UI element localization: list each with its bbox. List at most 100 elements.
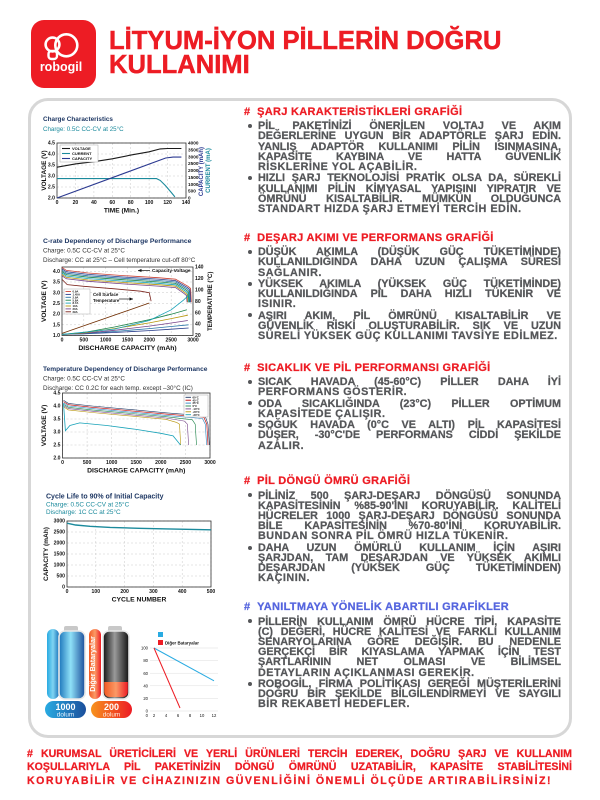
svg-text:8.7A: 8.7A bbox=[73, 301, 79, 305]
svg-text:200: 200 bbox=[120, 589, 129, 595]
svg-text:0: 0 bbox=[188, 196, 191, 201]
svg-text:3500: 3500 bbox=[188, 148, 199, 153]
svg-text:3000: 3000 bbox=[187, 338, 198, 344]
svg-text:TEMPERATURE (°C): TEMPERATURE (°C) bbox=[207, 272, 214, 331]
svg-text:4.0: 4.0 bbox=[53, 269, 60, 275]
svg-text:120: 120 bbox=[163, 200, 172, 206]
svg-text:2500: 2500 bbox=[166, 338, 177, 344]
svg-text:10A: 10A bbox=[73, 304, 78, 308]
svg-text:-20°C: -20°C bbox=[193, 410, 200, 414]
svg-text:CURRENT: CURRENT bbox=[72, 151, 92, 156]
svg-text:4.5: 4.5 bbox=[48, 141, 55, 147]
svg-text:3.5: 3.5 bbox=[48, 163, 55, 169]
svg-text:2.0: 2.0 bbox=[53, 312, 60, 318]
svg-text:400: 400 bbox=[178, 589, 187, 595]
svg-text:3000: 3000 bbox=[204, 460, 215, 466]
svg-text:2000: 2000 bbox=[188, 168, 199, 173]
svg-text:Diğer Bataryalar: Diğer Bataryalar bbox=[88, 636, 97, 692]
svg-text:140: 140 bbox=[195, 265, 204, 271]
svg-text:500: 500 bbox=[80, 338, 89, 344]
svg-text:2500: 2500 bbox=[180, 460, 191, 466]
svg-text:0°C: 0°C bbox=[193, 404, 198, 408]
svg-text:500: 500 bbox=[83, 460, 92, 466]
svg-text:40: 40 bbox=[91, 200, 97, 206]
svg-text:0: 0 bbox=[146, 713, 149, 718]
svg-text:80: 80 bbox=[195, 299, 201, 305]
svg-text:0: 0 bbox=[62, 585, 65, 591]
svg-text:3.0: 3.0 bbox=[53, 290, 60, 296]
svg-text:1500: 1500 bbox=[122, 338, 133, 344]
svg-text:45°C: 45°C bbox=[193, 398, 199, 402]
svg-text:120: 120 bbox=[195, 276, 204, 282]
svg-text:3.0: 3.0 bbox=[48, 174, 55, 180]
svg-text:100: 100 bbox=[145, 200, 154, 206]
svg-text:0: 0 bbox=[146, 709, 149, 714]
svg-text:4.0: 4.0 bbox=[48, 152, 55, 158]
svg-text:1500: 1500 bbox=[54, 552, 65, 558]
svg-text:Charge: 0.5C CC-CV at 25°C: Charge: 0.5C CC-CV at 25°C bbox=[43, 247, 125, 255]
svg-text:500: 500 bbox=[57, 574, 66, 580]
svg-text:1000: 1000 bbox=[106, 460, 117, 466]
svg-text:500: 500 bbox=[207, 589, 216, 595]
svg-text:1000: 1000 bbox=[54, 563, 65, 569]
svg-text:2: 2 bbox=[153, 713, 156, 718]
svg-text:2500: 2500 bbox=[54, 530, 65, 536]
svg-text:2.0: 2.0 bbox=[53, 456, 60, 462]
svg-text:300: 300 bbox=[149, 589, 158, 595]
svg-text:5.8A: 5.8A bbox=[73, 298, 79, 302]
svg-text:2.5: 2.5 bbox=[48, 185, 55, 191]
svg-text:3.5: 3.5 bbox=[53, 417, 60, 423]
svg-text:140: 140 bbox=[182, 200, 191, 206]
svg-text:Charge: 0.5C CC-CV at 25°C: Charge: 0.5C CC-CV at 25°C bbox=[43, 126, 124, 133]
svg-text:8: 8 bbox=[189, 713, 192, 718]
svg-text:2.5: 2.5 bbox=[53, 443, 60, 449]
svg-text:4000: 4000 bbox=[188, 141, 199, 146]
svg-text:Diğer Bataryalar: Diğer Bataryalar bbox=[165, 641, 199, 646]
svg-text:1000: 1000 bbox=[188, 182, 199, 187]
svg-text:10: 10 bbox=[200, 713, 205, 718]
svg-text:0: 0 bbox=[61, 338, 64, 344]
svg-text:6: 6 bbox=[177, 713, 180, 718]
svg-text:1000: 1000 bbox=[100, 338, 111, 344]
svg-text:4: 4 bbox=[165, 713, 168, 718]
svg-text:40: 40 bbox=[143, 683, 148, 688]
svg-text:1000: 1000 bbox=[55, 702, 75, 712]
svg-text:2.5: 2.5 bbox=[53, 301, 60, 307]
svg-text:-30°C: -30°C bbox=[193, 413, 200, 417]
svg-text:3000: 3000 bbox=[54, 519, 65, 525]
svg-text:100: 100 bbox=[92, 589, 101, 595]
svg-text:Temperature: Temperature bbox=[93, 298, 120, 303]
svg-text:Charge Characteristics: Charge Characteristics bbox=[43, 116, 113, 123]
svg-text:robogil: robogil bbox=[40, 60, 82, 74]
svg-text:80: 80 bbox=[143, 658, 148, 663]
svg-text:DISCHARGE CAPACITY (mAh): DISCHARGE CAPACITY (mAh) bbox=[78, 345, 176, 352]
svg-text:CAPACITY: CAPACITY bbox=[72, 156, 92, 161]
svg-text:200: 200 bbox=[104, 702, 119, 712]
svg-text:dolum: dolum bbox=[103, 712, 120, 719]
svg-text:2.9A: 2.9A bbox=[73, 295, 79, 299]
svg-text:CURRENT (mA): CURRENT (mA) bbox=[206, 148, 212, 193]
svg-text:4.0: 4.0 bbox=[53, 404, 60, 410]
svg-text:20: 20 bbox=[195, 333, 201, 339]
svg-text:20: 20 bbox=[73, 200, 79, 206]
svg-text:3000: 3000 bbox=[188, 154, 199, 159]
svg-text:3.0: 3.0 bbox=[53, 430, 60, 436]
svg-text:0: 0 bbox=[66, 589, 69, 595]
svg-text:3.5: 3.5 bbox=[53, 280, 60, 286]
svg-text:0.9A: 0.9A bbox=[73, 290, 79, 294]
svg-text:80: 80 bbox=[128, 200, 134, 206]
svg-text:CAPACITY (mAh): CAPACITY (mAh) bbox=[43, 527, 50, 581]
svg-text:60°C: 60°C bbox=[193, 395, 199, 399]
svg-text:DISCHARGE CAPACITY (mAh): DISCHARGE CAPACITY (mAh) bbox=[87, 468, 185, 475]
svg-text:0: 0 bbox=[56, 200, 59, 206]
svg-text:CAPACITY (mAh): CAPACITY (mAh) bbox=[199, 147, 205, 196]
svg-text:Charge: 0.5C CC-CV at 25°C: Charge: 0.5C CC-CV at 25°C bbox=[43, 375, 125, 383]
svg-text:2500: 2500 bbox=[188, 161, 199, 166]
svg-text:2000: 2000 bbox=[54, 541, 65, 547]
svg-text:Cycle Life to 90% of Initial C: Cycle Life to 90% of Initial Capacity bbox=[46, 494, 164, 501]
svg-text:Discharge: CC at 25°C – Cell t: Discharge: CC at 25°C – Cell temperature… bbox=[43, 256, 196, 264]
svg-text:1.5: 1.5 bbox=[53, 322, 60, 328]
svg-text:25°C: 25°C bbox=[193, 401, 199, 405]
svg-text:VOLTAGE (V): VOLTAGE (V) bbox=[41, 150, 48, 190]
svg-text:100: 100 bbox=[195, 287, 204, 293]
